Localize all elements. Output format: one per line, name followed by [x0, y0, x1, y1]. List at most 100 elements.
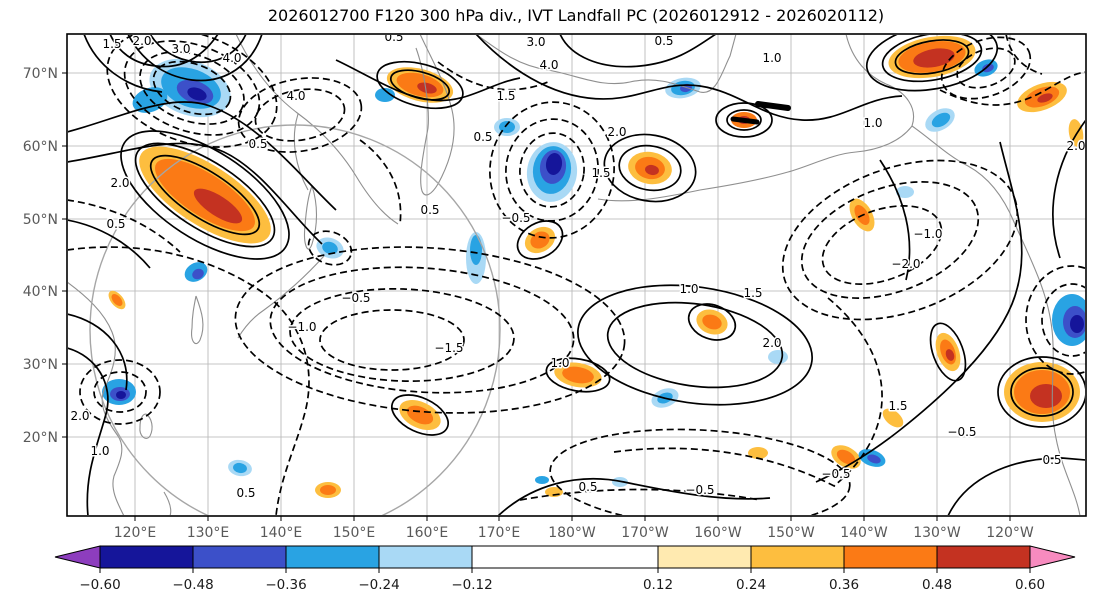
contour-label: 2.0	[607, 125, 626, 139]
colorbar-tick-label: −0.24	[358, 577, 399, 593]
contour-label: 1.0	[550, 356, 569, 370]
lon-tick-label: 120°E	[114, 525, 157, 541]
contour-line-dashed	[359, 139, 402, 225]
shaded-anomaly	[187, 87, 207, 101]
contour-label: 3.0	[171, 42, 190, 56]
coastline	[304, 185, 318, 250]
shaded-anomaly	[499, 121, 515, 133]
contour-ring-dashed	[1025, 265, 1085, 375]
contour-label: 2.0	[70, 409, 89, 423]
contour-ring-dashed	[289, 288, 515, 382]
contour-ring-dashed	[956, 47, 1016, 89]
contour-line-dashed	[519, 488, 761, 501]
contour-label: 1.0	[762, 51, 781, 65]
contour-ring-dashed	[549, 428, 851, 515]
contour-ring-dashed	[505, 118, 599, 222]
shaded-anomaly	[375, 88, 395, 102]
shaded-anomaly	[1070, 315, 1084, 333]
contour-ring-solid	[516, 220, 564, 260]
contour-ring-dashed	[106, 35, 278, 148]
contour-label: 0.5	[473, 130, 492, 144]
lon-tick-label: 120°W	[986, 525, 1034, 541]
contour-ring-dashed	[821, 205, 943, 285]
contour-label: 0.5	[248, 137, 267, 151]
contour-label: 2.0	[1066, 139, 1085, 153]
shaded-anomaly	[535, 476, 549, 484]
colorbar-tick-label: −0.48	[172, 577, 213, 593]
colorbar-tick-label: −0.36	[265, 577, 306, 593]
contour-ring-solid	[687, 303, 737, 341]
contour-line-dashed	[827, 297, 883, 487]
contour-label: 1.0	[863, 116, 882, 130]
shaded-anomaly	[836, 449, 856, 465]
coastline	[163, 491, 172, 515]
shaded-anomaly	[545, 153, 563, 175]
contour-ring-dashed	[93, 371, 147, 413]
chart-title: 2026012700 F120 300 hPa div., IVT Landfa…	[268, 6, 884, 25]
colorbar-segment	[471, 545, 659, 569]
coastline	[699, 35, 914, 191]
contour-line-dashed	[939, 71, 1085, 106]
lon-tick-label: 150°W	[767, 525, 815, 541]
lon-tick-label: 150°E	[333, 525, 376, 541]
lat-tick-label: 50°N	[23, 212, 58, 228]
lat-tick-label: 30°N	[23, 357, 58, 373]
contour-label: 1.5	[496, 89, 515, 103]
shaded-anomaly	[320, 485, 336, 495]
shaded-anomaly	[192, 268, 204, 280]
lon-tick-label: 160°W	[694, 525, 742, 541]
contour-line-solid	[335, 59, 521, 102]
analysis-circle	[89, 124, 501, 515]
contour-label: −0.5	[821, 467, 850, 481]
contour-label: −1.0	[287, 320, 316, 334]
contour-line-solid	[559, 35, 717, 68]
contour-line-solid	[947, 457, 1085, 515]
contour-label: 1.0	[90, 444, 109, 458]
contour-line-solid	[127, 35, 263, 82]
colorbar-segment	[99, 545, 194, 569]
shaded-anomaly	[702, 314, 722, 330]
shaded-anomaly	[116, 391, 126, 399]
contour-label: 0.5	[384, 30, 403, 44]
contour-label: −0.5	[685, 483, 714, 497]
shaded-anomaly	[562, 366, 594, 384]
colorbar-segment	[285, 545, 380, 569]
shaded-anomaly	[1030, 384, 1062, 408]
contour-ring-dashed	[269, 266, 575, 394]
contour-ring-solid	[149, 154, 261, 236]
colorbar-tick-label: −0.12	[451, 577, 492, 593]
coastline	[139, 413, 153, 439]
contour-label: −0.5	[341, 291, 370, 305]
shaded-anomaly	[1037, 93, 1053, 103]
contour-line-dashed	[1005, 35, 1043, 75]
contour-label: 4.0	[222, 51, 241, 65]
contour-label: 1.5	[743, 286, 762, 300]
contour-label: 0.5	[236, 486, 255, 500]
contour-ring-dashed	[254, 88, 346, 142]
colorbar-segment	[378, 545, 473, 569]
colorbar: −0.60 −0.48 −0.36 −0.24 −0.12 0.12 0.24 0.36 0.4…	[54, 545, 1076, 593]
contour-line-solid	[68, 313, 128, 391]
contour-line-solid	[815, 141, 1023, 483]
contour-label: 2.0	[110, 176, 129, 190]
shaded-anomaly	[748, 447, 768, 459]
contour-label: 1.5	[888, 399, 907, 413]
shaded-anomaly	[982, 63, 994, 73]
contour-line-solid	[879, 159, 911, 281]
contour-ring-solid	[929, 322, 967, 382]
contour-ring-dashed	[139, 51, 245, 125]
contour-ring-solid	[618, 144, 682, 192]
contour-ring-dashed	[1041, 283, 1085, 357]
shaded-anomaly	[193, 188, 243, 224]
contour-label: 4.0	[539, 58, 558, 72]
coastline	[235, 35, 399, 225]
contour-line-solid	[497, 478, 771, 515]
contour-label: 1.5	[102, 37, 121, 51]
plot-border	[66, 33, 1087, 517]
lon-tick-label: 140°W	[840, 525, 888, 541]
contour-ring-solid	[894, 39, 970, 75]
coastline	[191, 295, 204, 345]
contour-line-solid	[68, 219, 151, 269]
contour-label: 2.0	[762, 336, 781, 350]
